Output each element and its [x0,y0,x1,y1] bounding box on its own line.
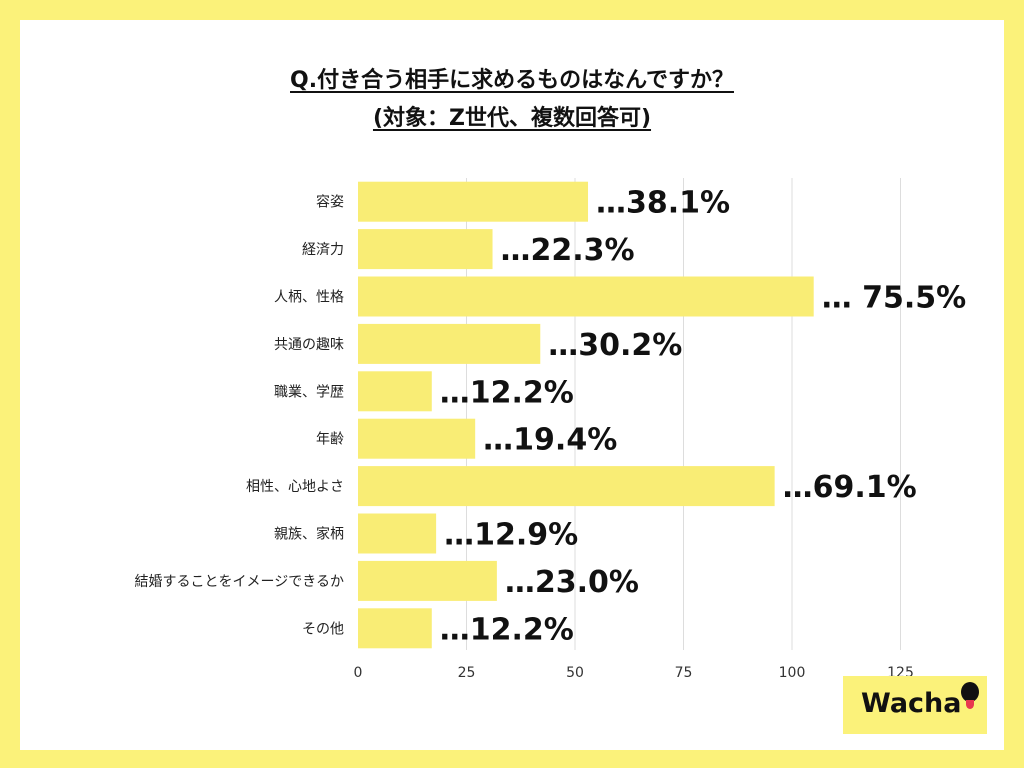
wacha-logo: Wacha [843,676,987,734]
chart-frame [20,20,1004,750]
category-label: 結婚することをイメージできるか [135,574,344,590]
data-label: …12.2% [440,375,574,410]
logo-tongue-icon [966,700,974,709]
bar [358,181,589,222]
category-label: 経済力 [302,242,344,258]
category-label: 相性、心地よさ [246,479,344,495]
category-label: 容姿 [316,194,344,211]
x-tick-label: 0 [354,665,363,681]
data-label: …22.3% [501,233,635,268]
bar [358,323,541,364]
x-tick-label: 25 [458,665,476,681]
data-label: …19.4% [483,423,617,458]
category-label: その他 [302,621,344,637]
bar [358,276,814,317]
x-tick-label: 75 [675,665,693,681]
data-label: …30.2% [548,328,682,363]
category-label: 親族、家柄 [274,526,344,543]
x-tick-label: 100 [779,665,806,681]
logo-text: Wacha [861,688,962,719]
data-label: …69.1% [783,470,917,505]
category-label: 人柄、性格 [274,290,344,306]
data-label: …23.0% [505,565,639,600]
data-label: …12.2% [440,612,574,647]
bar [358,560,497,601]
chart-subtitle: (対象：Z世代、複数回答可) [372,106,652,131]
data-label: …38.1% [596,186,730,221]
bar [358,608,432,649]
data-label: … 75.5% [822,281,967,316]
category-label: 職業、学歴 [274,384,344,400]
bar [358,418,476,459]
data-label: …12.9% [444,518,578,553]
bar [358,513,437,554]
bar [358,229,493,270]
x-tick-label: 50 [566,665,584,681]
bar [358,371,432,412]
logo-mascot-icon [961,682,979,702]
category-label: 共通の趣味 [274,337,344,353]
chart-title: Q.付き合う相手に求めるものはなんですか？ [290,68,734,93]
bar [358,466,775,507]
category-label: 年齢 [316,432,344,448]
